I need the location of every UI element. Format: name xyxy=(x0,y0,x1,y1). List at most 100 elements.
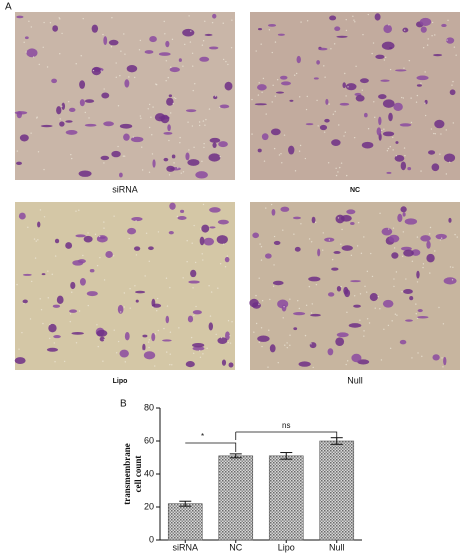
pore xyxy=(49,22,52,24)
stained-cell xyxy=(133,246,141,251)
stained-cell xyxy=(289,99,294,102)
pore xyxy=(191,52,194,54)
pore xyxy=(402,231,405,233)
stained-cell xyxy=(261,133,269,141)
pore xyxy=(370,252,372,255)
pore xyxy=(374,116,376,119)
pore xyxy=(173,162,175,164)
pore xyxy=(179,136,181,139)
x-tick-label: siRNA xyxy=(172,542,198,552)
bar xyxy=(268,455,304,541)
pore xyxy=(122,155,125,157)
pore xyxy=(308,238,311,240)
pore xyxy=(87,232,89,234)
stained-cell xyxy=(131,216,143,222)
pore xyxy=(371,52,373,55)
pore xyxy=(115,352,118,354)
pore xyxy=(226,255,229,257)
pore xyxy=(177,167,179,169)
pore xyxy=(71,291,73,293)
pore xyxy=(410,97,412,99)
significance-bracket xyxy=(235,431,338,440)
pore xyxy=(169,331,172,333)
pore xyxy=(200,228,202,230)
pore xyxy=(204,20,206,22)
pore xyxy=(403,147,406,149)
significance-label: ns xyxy=(282,421,290,430)
pore xyxy=(366,270,369,273)
stained-cell xyxy=(281,304,287,312)
stained-cell xyxy=(16,15,24,19)
stained-cell xyxy=(14,357,26,365)
stained-cell xyxy=(264,253,272,259)
pore xyxy=(43,168,45,171)
pore xyxy=(392,227,395,229)
pore xyxy=(110,46,113,48)
pore xyxy=(280,153,282,155)
stained-cell xyxy=(169,67,180,73)
stained-cell xyxy=(293,327,298,331)
pore xyxy=(222,243,225,245)
pore xyxy=(175,97,177,100)
stained-cell xyxy=(305,123,314,126)
pore xyxy=(97,345,99,348)
pore xyxy=(23,41,25,44)
stained-cell xyxy=(443,356,447,366)
pore xyxy=(151,134,153,136)
stained-cell xyxy=(16,161,22,166)
pore xyxy=(359,319,361,321)
stained-cell xyxy=(108,39,119,46)
pore xyxy=(343,135,345,137)
pore xyxy=(169,363,171,366)
stained-cell xyxy=(350,221,355,226)
pore xyxy=(211,21,214,24)
pore xyxy=(281,162,283,164)
stained-cell xyxy=(217,219,229,225)
pore xyxy=(377,295,379,298)
pore xyxy=(88,117,90,119)
pore xyxy=(186,261,188,263)
pore xyxy=(427,38,429,40)
stained-cell xyxy=(426,253,435,263)
stained-cell xyxy=(77,259,86,264)
pore xyxy=(78,310,81,312)
pore xyxy=(71,157,73,160)
stained-cell xyxy=(339,102,350,106)
pore xyxy=(113,329,115,331)
stained-cell xyxy=(123,133,130,141)
stained-cell xyxy=(70,281,76,290)
stained-cell xyxy=(22,273,32,276)
pore xyxy=(75,210,77,212)
stained-cell xyxy=(402,27,409,33)
image-label: Lipo xyxy=(113,378,128,385)
pore xyxy=(84,111,87,114)
pore xyxy=(206,347,208,350)
stained-cell xyxy=(224,256,230,263)
pore xyxy=(168,139,170,142)
stained-cell xyxy=(416,316,429,319)
stained-cell xyxy=(428,150,436,155)
pore xyxy=(304,157,307,160)
pore xyxy=(344,72,346,75)
pore xyxy=(363,335,365,337)
pore xyxy=(260,43,262,45)
stained-cell xyxy=(209,207,221,213)
pore xyxy=(257,94,260,96)
stained-cell xyxy=(374,13,381,21)
stained-cell xyxy=(119,349,129,358)
pore xyxy=(448,161,451,163)
stained-cell xyxy=(280,206,290,212)
stained-cell xyxy=(99,336,105,342)
stained-cell xyxy=(165,315,170,324)
pore xyxy=(451,279,454,281)
pore xyxy=(192,65,194,67)
pore xyxy=(445,173,448,175)
stained-cell xyxy=(96,329,108,337)
stained-cell xyxy=(213,95,218,100)
pore xyxy=(23,302,25,305)
pore xyxy=(208,108,211,110)
stained-cell xyxy=(434,119,445,129)
pore xyxy=(156,310,158,312)
stained-cell xyxy=(18,212,26,220)
stained-cell xyxy=(59,121,65,127)
